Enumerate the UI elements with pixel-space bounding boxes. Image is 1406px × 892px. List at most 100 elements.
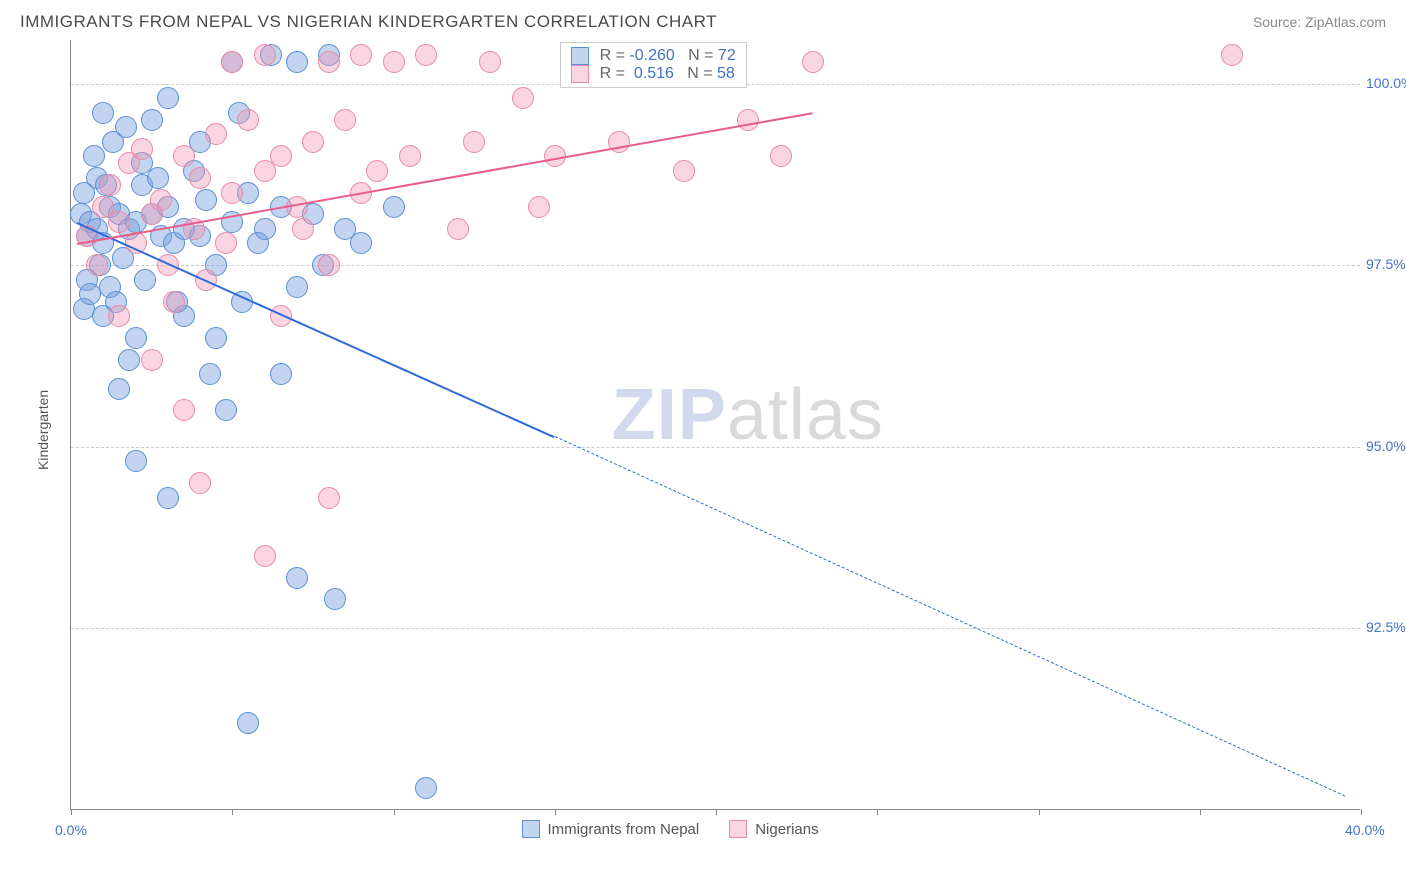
scatter-point (318, 487, 340, 509)
scatter-point (286, 567, 308, 589)
y-tick-label: 95.0% (1366, 438, 1406, 454)
scatter-point (334, 109, 356, 131)
scatter-point (134, 269, 156, 291)
scatter-point (237, 109, 259, 131)
scatter-point (324, 588, 346, 610)
plot-area (70, 40, 1360, 810)
y-tick-label: 92.5% (1366, 619, 1406, 635)
x-tick (71, 809, 72, 815)
legend-swatch (522, 820, 540, 838)
scatter-point (195, 189, 217, 211)
y-tick-label: 100.0% (1366, 75, 1406, 91)
scatter-point (254, 44, 276, 66)
scatter-point (125, 450, 147, 472)
legend-label: Nigerians (755, 821, 818, 838)
legend-row: R = 0.516 N = 58 (571, 65, 736, 83)
scatter-point (173, 145, 195, 167)
scatter-point (189, 167, 211, 189)
scatter-point (205, 327, 227, 349)
series-legend: Immigrants from Nepal Nigerians (522, 820, 819, 838)
scatter-point (802, 51, 824, 73)
scatter-point (237, 712, 259, 734)
scatter-point (302, 131, 324, 153)
scatter-point (83, 145, 105, 167)
y-axis-title: Kindergarten (35, 390, 51, 470)
legend-swatch (729, 820, 747, 838)
scatter-point (125, 327, 147, 349)
scatter-point (318, 51, 340, 73)
x-tick-label: 0.0% (55, 822, 87, 838)
scatter-point (270, 145, 292, 167)
x-tick (555, 809, 556, 815)
scatter-point (286, 51, 308, 73)
gridline (71, 265, 1360, 266)
scatter-point (189, 472, 211, 494)
x-tick (1039, 809, 1040, 815)
scatter-point (86, 254, 108, 276)
x-tick (394, 809, 395, 815)
scatter-point (141, 349, 163, 371)
legend-item: Nigerians (729, 820, 818, 838)
scatter-point (173, 399, 195, 421)
scatter-point (157, 487, 179, 509)
scatter-point (383, 51, 405, 73)
scatter-point (318, 254, 340, 276)
scatter-point (99, 174, 121, 196)
legend-stats: R = 0.516 N = 58 (595, 65, 735, 83)
scatter-point (286, 276, 308, 298)
chart-title: IMMIGRANTS FROM NEPAL VS NIGERIAN KINDER… (20, 12, 717, 32)
legend-row: R = -0.260 N = 72 (571, 47, 736, 65)
scatter-point (199, 363, 221, 385)
x-tick (716, 809, 717, 815)
scatter-point (163, 291, 185, 313)
scatter-point (447, 218, 469, 240)
chart-header: IMMIGRANTS FROM NEPAL VS NIGERIAN KINDER… (0, 0, 1406, 40)
scatter-point (215, 232, 237, 254)
scatter-point (415, 44, 437, 66)
scatter-point (150, 189, 172, 211)
scatter-point (463, 131, 485, 153)
scatter-point (108, 305, 130, 327)
scatter-point (737, 109, 759, 131)
scatter-point (383, 196, 405, 218)
x-tick (1200, 809, 1201, 815)
scatter-point (1221, 44, 1243, 66)
scatter-point (270, 363, 292, 385)
scatter-point (350, 44, 372, 66)
scatter-point (131, 138, 153, 160)
scatter-point (108, 211, 130, 233)
scatter-point (292, 218, 314, 240)
legend-stats: R = -0.260 N = 72 (595, 47, 736, 65)
scatter-point (108, 378, 130, 400)
scatter-point (770, 145, 792, 167)
legend-item: Immigrants from Nepal (522, 820, 700, 838)
correlation-legend: R = -0.260 N = 72 R = 0.516 N = 58 (560, 42, 747, 88)
x-tick-label: 40.0% (1345, 822, 1385, 838)
x-tick (232, 809, 233, 815)
scatter-point (215, 399, 237, 421)
scatter-point (99, 276, 121, 298)
x-tick (877, 809, 878, 815)
chart-source: Source: ZipAtlas.com (1253, 14, 1386, 30)
trend-line-extrapolated (555, 436, 1346, 796)
scatter-point (479, 51, 501, 73)
scatter-point (673, 160, 695, 182)
legend-swatch (571, 47, 589, 65)
scatter-point (205, 123, 227, 145)
scatter-point (147, 167, 169, 189)
scatter-point (512, 87, 534, 109)
scatter-point (157, 87, 179, 109)
scatter-point (141, 109, 163, 131)
scatter-point (221, 51, 243, 73)
scatter-point (254, 545, 276, 567)
legend-swatch (571, 65, 589, 83)
scatter-point (415, 777, 437, 799)
gridline (71, 447, 1360, 448)
scatter-point (115, 116, 137, 138)
scatter-point (399, 145, 421, 167)
scatter-chart: 92.5%95.0%97.5%100.0%0.0%40.0%Kindergart… (20, 40, 1406, 870)
scatter-point (366, 160, 388, 182)
scatter-point (221, 182, 243, 204)
scatter-point (350, 232, 372, 254)
scatter-point (118, 349, 140, 371)
